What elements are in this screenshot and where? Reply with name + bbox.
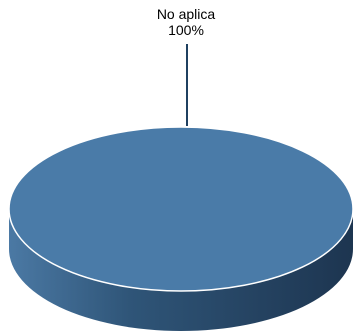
slice-value-label: 100%: [168, 22, 204, 38]
slice-label-no-aplica: No aplica 100%: [126, 6, 246, 38]
slice-label-text: No aplica: [156, 6, 216, 22]
pie-side-wall: [9, 209, 353, 331]
pie-slices: [8, 126, 353, 331]
pie-slice-0: [8, 126, 353, 292]
